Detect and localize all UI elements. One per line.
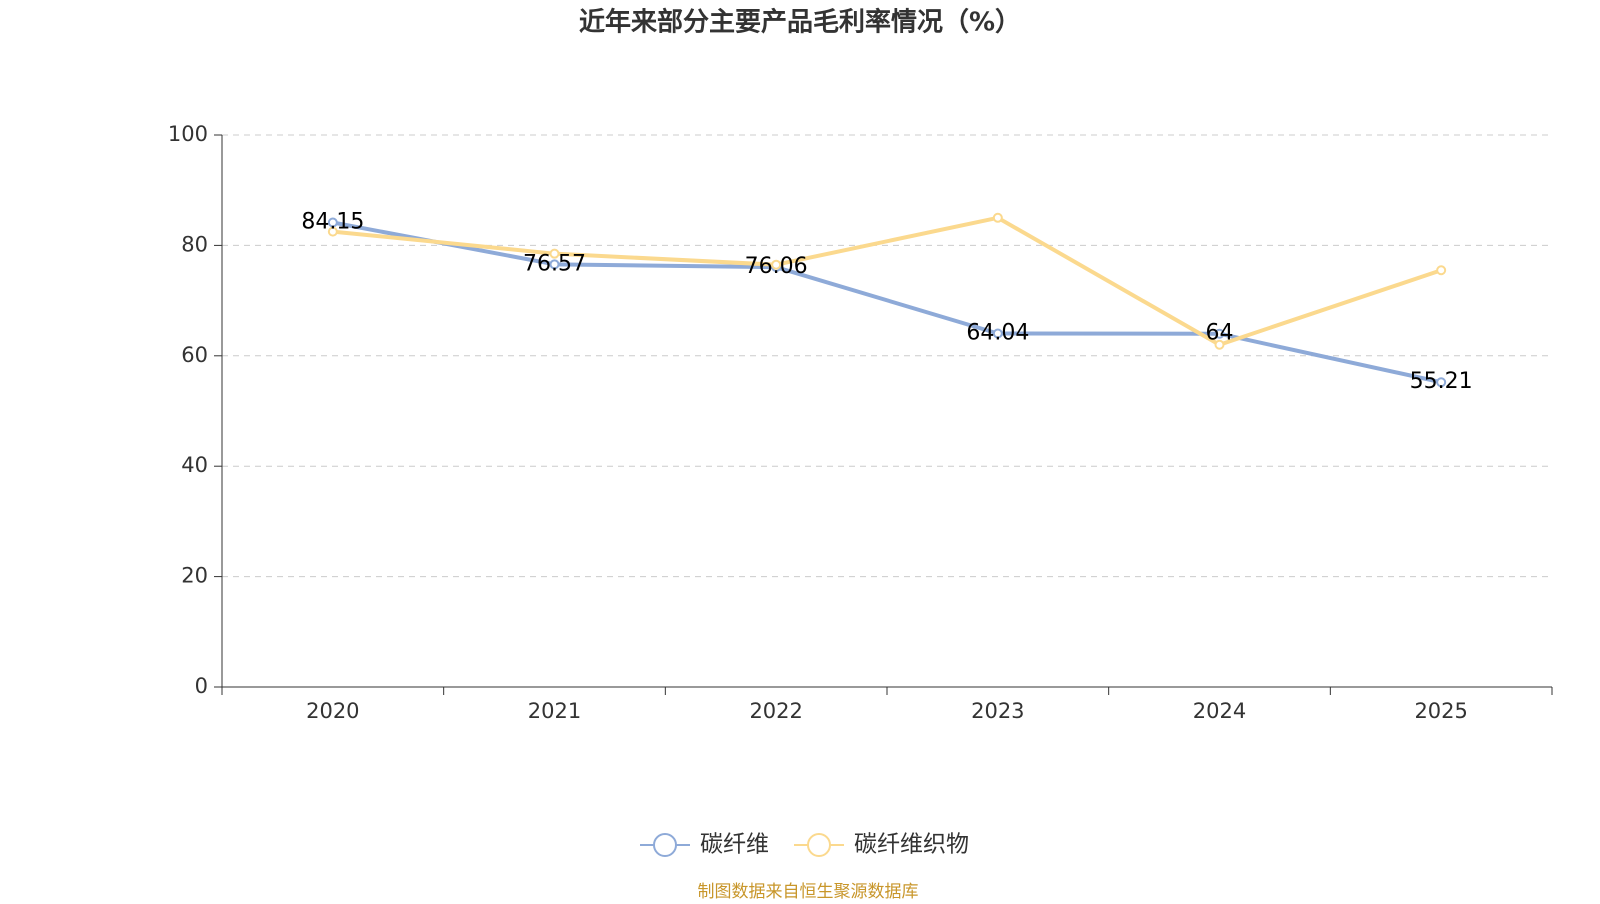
y-tick-label: 100: [168, 122, 208, 146]
y-tick-label: 80: [181, 232, 208, 256]
x-tick-label: 2021: [528, 699, 581, 723]
y-tick-label: 20: [181, 564, 208, 588]
data-point: [549, 259, 560, 270]
x-tick-label: 2020: [306, 699, 359, 723]
data-point: [771, 259, 782, 270]
x-tick-label: 2023: [971, 699, 1024, 723]
y-tick-label: 40: [181, 453, 208, 477]
source-note: 制图数据来自恒生聚源数据库: [698, 882, 919, 900]
data-label: 64: [1206, 321, 1234, 346]
x-tick-label: 2022: [749, 699, 802, 723]
data-label: 84.15: [301, 209, 364, 234]
x-tick-label: 2025: [1414, 699, 1467, 723]
legend-label: 碳纤维织物: [854, 832, 969, 858]
data-point: [992, 212, 1003, 223]
series-line: [332, 220, 1442, 385]
legend-marker: [807, 833, 831, 857]
data-label: 64.04: [966, 320, 1029, 345]
data-point: [1214, 339, 1225, 350]
data-label: 76.57: [523, 251, 586, 276]
data-point: [327, 226, 338, 237]
x-tick-label: 2024: [1193, 699, 1246, 723]
data-point: [992, 328, 1003, 339]
chart-title: 近年来部分主要产品毛利率情况（%）: [579, 7, 1021, 38]
y-tick-label: 0: [195, 674, 208, 698]
data-label: 76.06: [745, 254, 808, 279]
data-point: [1436, 377, 1447, 388]
series-line: [332, 215, 1442, 347]
data-label: 55.21: [1410, 369, 1473, 394]
legend-label: 碳纤维: [700, 832, 769, 858]
data-point: [1214, 328, 1225, 339]
legend-marker: [653, 833, 677, 857]
data-point: [327, 217, 338, 228]
data-point: [549, 248, 560, 259]
data-point: [1436, 265, 1447, 276]
y-tick-label: 60: [181, 343, 208, 367]
